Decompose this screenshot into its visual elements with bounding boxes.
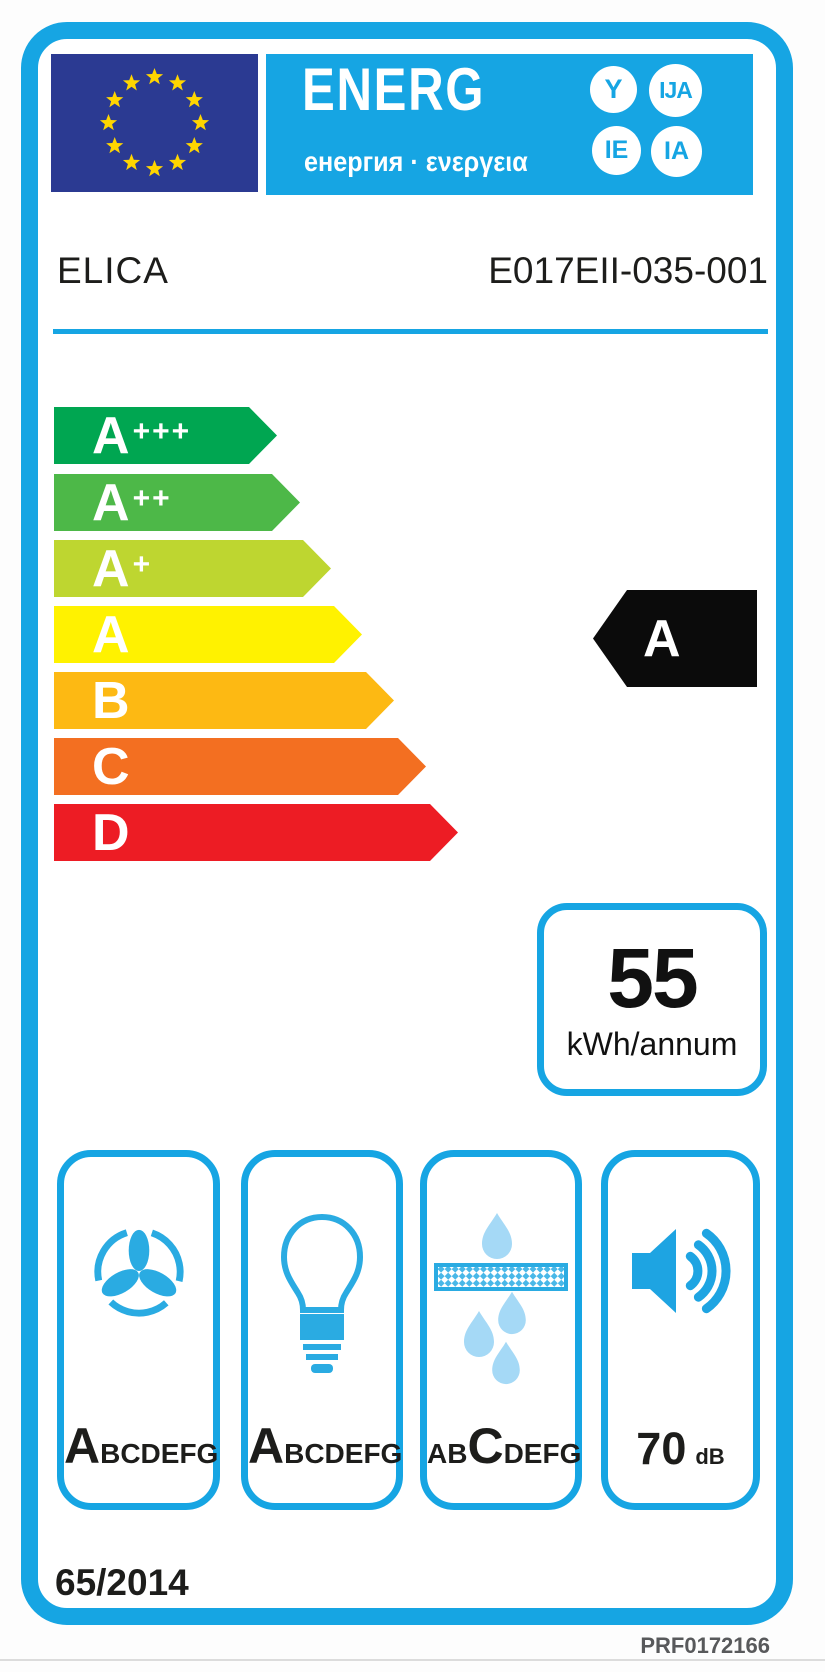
rating-suffix: +++ — [132, 414, 192, 448]
lighting-efficiency-box: ABCDEFG — [241, 1150, 403, 1510]
noise-value: 70 — [636, 1423, 687, 1474]
noise-unit: dB — [695, 1444, 725, 1469]
grade-suffix: DEFG — [503, 1438, 582, 1469]
grade-suffix: BCDEFG — [100, 1438, 219, 1469]
current-rating-arrow: A — [593, 590, 757, 687]
rating-letter: A — [92, 406, 130, 465]
rating-letter: A — [92, 539, 130, 598]
fan-efficiency-grade: ABCDEFG — [64, 1418, 218, 1474]
rating-arrow-a: A — [54, 606, 362, 663]
brand-name: ELICA — [57, 250, 169, 291]
language-circle-ia: IA — [651, 126, 702, 177]
rating-letter: D — [92, 803, 130, 862]
rating-letter: B — [92, 671, 130, 730]
language-circle-y: Y — [590, 66, 637, 113]
header-divider — [53, 329, 768, 334]
grade-letter: A — [64, 1418, 101, 1474]
grade-suffix: BCDEFG — [284, 1438, 403, 1469]
reference-code: PRF0172166 — [640, 1633, 770, 1658]
rating-suffix: + — [132, 547, 153, 581]
grease-filter-icon — [434, 1213, 568, 1385]
energ-logo-panel: ENERG енергия · ενεργεια Y IJA IE IA — [266, 54, 753, 195]
language-circle-ija: IJA — [649, 64, 702, 117]
fan-efficiency-box: ABCDEFG — [57, 1150, 220, 1510]
rating-arrow-b: B — [54, 672, 394, 729]
grade-letter: A — [248, 1418, 285, 1474]
light-bulb-icon — [280, 1213, 364, 1373]
grease-filtering-box: ABCDEFG — [420, 1150, 582, 1510]
grade-prefix: AB — [427, 1438, 468, 1469]
annual-energy-unit: kWh/annum — [566, 1026, 738, 1062]
rating-letter: C — [92, 737, 130, 796]
regulation-number: 65/2014 — [55, 1562, 189, 1603]
grade-letter: C — [467, 1418, 504, 1474]
noise-level: 70 dB — [608, 1426, 753, 1471]
fan-icon — [93, 1227, 184, 1317]
rating-letter: A — [92, 605, 130, 664]
noise-box: 70 dB — [601, 1150, 760, 1510]
rating-arrow-c: C — [54, 738, 426, 795]
energ-text: ENERG — [302, 56, 486, 123]
rating-arrow-d: D — [54, 804, 458, 861]
rating-arrow-a-plus-plus-plus: A +++ — [54, 407, 277, 464]
grease-filtering-grade: ABCDEFG — [427, 1418, 581, 1474]
eu-flag-icon — [51, 54, 258, 192]
lighting-efficiency-grade: ABCDEFG — [248, 1418, 402, 1474]
language-circle-ie: IE — [592, 126, 641, 175]
annual-energy-value: 55 — [607, 931, 698, 1025]
page-bottom-edge — [0, 1659, 825, 1661]
energ-subtitle: енергия · ενεργεια — [304, 146, 528, 177]
rating-suffix: ++ — [132, 481, 172, 515]
current-rating-letter: A — [643, 609, 681, 668]
annual-energy-box: 55 kWh/annum — [537, 903, 767, 1096]
model-number: E017EII-035-001 — [488, 250, 768, 291]
rating-letter: A — [92, 473, 130, 532]
speaker-icon — [631, 1228, 731, 1314]
rating-arrow-a-plus: A + — [54, 540, 331, 597]
rating-arrow-a-plus-plus: A ++ — [54, 474, 300, 531]
